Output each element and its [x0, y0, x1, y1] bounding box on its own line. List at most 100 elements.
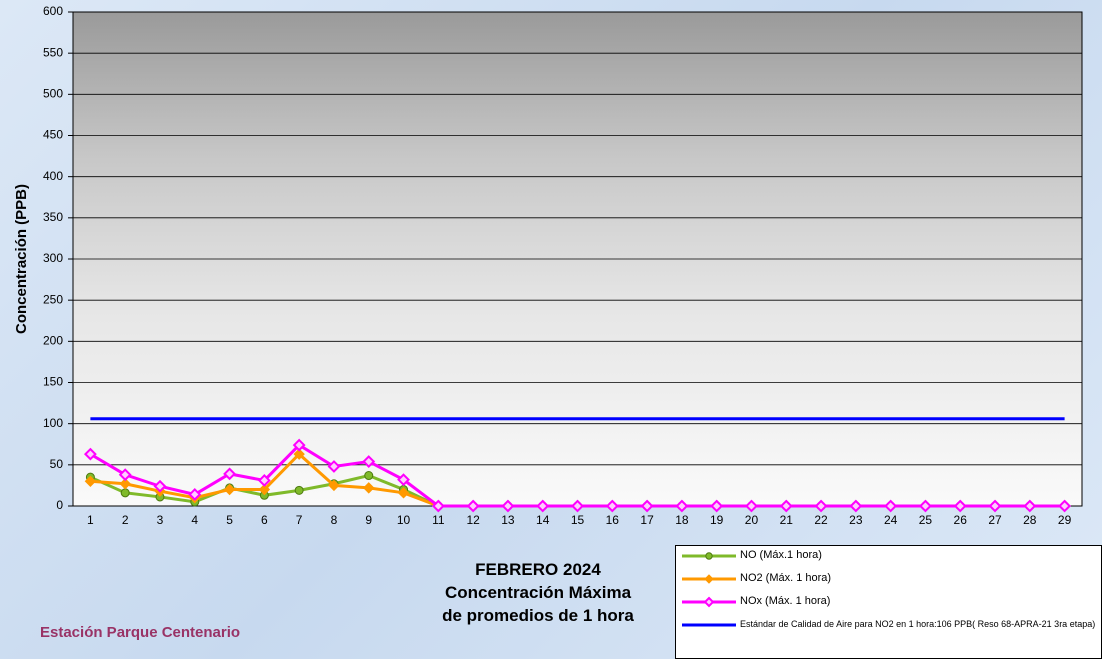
x-tick-label: 25: [919, 513, 933, 527]
legend-label: NO (Máx.1 hora): [740, 549, 822, 561]
x-tick-label: 11: [432, 513, 445, 527]
marker: [292, 438, 306, 452]
y-tick-label: 250: [43, 292, 63, 306]
marker: [84, 475, 97, 488]
x-tick-label: 17: [640, 513, 654, 527]
marker: [293, 448, 305, 460]
x-tick-label: 19: [710, 513, 724, 527]
y-tick-label: 450: [43, 128, 63, 142]
chart-title: FEBRERO 2024 Concentración Máxima de pro…: [400, 558, 676, 627]
legend-swatch: [682, 623, 736, 627]
marker: [640, 499, 654, 513]
marker: [571, 499, 584, 513]
x-tick-label: 14: [536, 513, 550, 527]
marker: [953, 499, 967, 513]
y-tick-label: 400: [43, 169, 63, 183]
y-tick-label: 0: [56, 498, 63, 512]
x-tick-label: 24: [884, 513, 898, 527]
y-tick-label: 300: [43, 251, 63, 265]
marker: [988, 499, 1002, 513]
x-tick-label: 13: [501, 513, 515, 527]
y-tick-label: 200: [43, 334, 63, 348]
title-line: Concentración Máxima: [444, 583, 632, 602]
legend-entry: NO2 (Máx. 1 hora): [680, 573, 831, 585]
marker: [710, 499, 724, 513]
marker: [704, 574, 714, 584]
marker: [814, 499, 828, 513]
x-tick-label: 9: [365, 513, 372, 527]
legend-swatch: [682, 596, 736, 608]
marker: [397, 473, 410, 487]
x-tick-label: 6: [261, 513, 268, 527]
y-tick-label: 50: [50, 457, 64, 471]
marker: [153, 479, 167, 493]
marker: [294, 485, 304, 495]
marker: [258, 483, 271, 496]
marker: [120, 488, 130, 498]
x-tick-label: 10: [397, 513, 411, 527]
marker: [675, 499, 689, 513]
marker: [363, 482, 375, 494]
x-tick-label: 18: [675, 513, 689, 527]
legend-entry: NOx (Máx. 1 hora): [680, 596, 830, 608]
x-tick-label: 15: [571, 513, 585, 527]
marker: [466, 499, 480, 513]
legend-label: NOx (Máx. 1 hora): [740, 595, 831, 607]
marker: [849, 499, 863, 513]
x-tick-label: 12: [466, 513, 480, 527]
marker: [1023, 499, 1037, 513]
legend-swatch: [682, 574, 736, 584]
x-tick-label: 21: [780, 513, 794, 527]
x-tick-label: 8: [331, 513, 338, 527]
marker: [119, 478, 131, 490]
marker: [605, 499, 619, 513]
marker: [223, 467, 236, 481]
marker: [431, 499, 445, 513]
marker: [779, 499, 793, 513]
title-line: de promedios de 1 hora: [442, 606, 634, 625]
x-tick-label: 4: [191, 513, 198, 527]
x-tick-label: 1: [87, 513, 94, 527]
legend-label: Estándar de Calidad de Aire para NO2 en …: [740, 619, 1096, 629]
chart: Concentración (PPB) 05010015020025030035…: [13, 4, 1083, 527]
x-tick-label: 16: [606, 513, 620, 527]
marker: [703, 596, 715, 608]
y-tick-label: 100: [43, 416, 63, 430]
x-tick-label: 29: [1058, 513, 1072, 527]
station-label: Estación Parque Centenario: [40, 624, 241, 641]
marker: [364, 471, 374, 481]
marker: [223, 483, 236, 496]
y-tick-label: 350: [43, 210, 63, 224]
legend-swatch: [682, 552, 736, 560]
x-tick-label: 26: [954, 513, 968, 527]
marker: [919, 499, 932, 513]
x-tick-label: 7: [296, 513, 303, 527]
x-tick-label: 20: [745, 513, 759, 527]
x-tick-label: 5: [226, 513, 233, 527]
x-tick-label: 22: [814, 513, 828, 527]
y-tick-label: 500: [43, 87, 63, 101]
y-tick-label: 550: [43, 45, 63, 59]
legend-entry: Estándar de Calidad de Aire para NO2 en …: [680, 619, 1095, 631]
legend-entry: NO (Máx.1 hora): [680, 550, 822, 562]
marker: [257, 474, 271, 487]
marker: [1058, 499, 1072, 513]
y-tick-label: 150: [43, 375, 63, 389]
y-tick-label: 600: [43, 4, 63, 18]
x-tick-label: 28: [1023, 513, 1037, 527]
x-tick-label: 27: [988, 513, 1002, 527]
legend-label: NO2 (Máx. 1 hora): [740, 572, 832, 584]
marker: [188, 488, 202, 501]
x-tick-label: 3: [157, 513, 164, 527]
marker: [327, 460, 341, 473]
y-axis-title: Concentración (PPB): [13, 184, 30, 334]
marker: [397, 487, 410, 499]
marker: [745, 499, 758, 513]
marker: [362, 455, 376, 468]
legend: NO (Máx.1 hora) NO2 (Máx. 1 hora) NOx (Máx…: [675, 545, 1102, 659]
title-line: FEBRERO 2024: [475, 560, 601, 579]
marker: [328, 479, 340, 492]
marker: [705, 552, 713, 560]
marker: [501, 499, 515, 513]
